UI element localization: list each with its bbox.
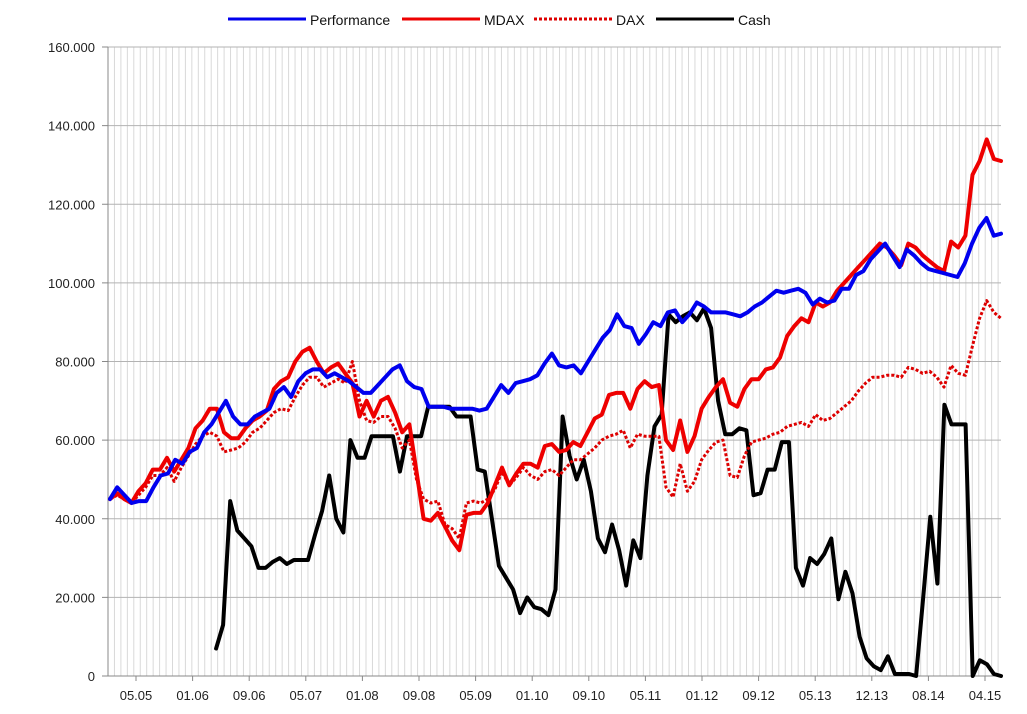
y-tick-label: 0 bbox=[88, 669, 95, 684]
y-axis-tick-labels: 0 20.000 40.000 60.000 80.000 100.000 120.000 1… bbox=[48, 40, 108, 684]
series-line-performance bbox=[108, 216, 1003, 505]
series-line-cash bbox=[214, 306, 1003, 678]
x-tick-label: 01.08 bbox=[346, 688, 379, 703]
x-tick-label: 05.09 bbox=[459, 688, 492, 703]
x-axis-tick-labels: 05.05 01.06 09.06 05.07 01.08 09.08 05.09 01.10… bbox=[120, 676, 1002, 703]
legend: Performance MDAX DAX Cash bbox=[228, 12, 771, 28]
x-tick-label: 12.13 bbox=[856, 688, 889, 703]
x-tick-label: 09.08 bbox=[403, 688, 436, 703]
series-line-dax bbox=[109, 299, 1002, 540]
x-tick-label: 01.10 bbox=[516, 688, 549, 703]
x-tick-label: 08.14 bbox=[912, 688, 945, 703]
y-tick-label: 80.000 bbox=[55, 355, 95, 370]
series-line-mdax bbox=[108, 137, 1003, 553]
x-tick-label: 05.07 bbox=[290, 688, 323, 703]
legend-item-cash: Cash bbox=[656, 12, 771, 28]
legend-item-mdax: MDAX bbox=[402, 12, 525, 28]
x-tick-label: 04.15 bbox=[969, 688, 1002, 703]
y-tick-label: 60.000 bbox=[55, 433, 95, 448]
legend-item-dax: DAX bbox=[534, 12, 645, 28]
legend-label: MDAX bbox=[484, 12, 525, 28]
y-tick-label: 160.000 bbox=[48, 40, 95, 55]
x-tick-label: 01.12 bbox=[686, 688, 719, 703]
legend-item-performance: Performance bbox=[228, 12, 390, 28]
y-tick-label: 100.000 bbox=[48, 276, 95, 291]
series-layer bbox=[108, 137, 1003, 678]
y-tick-label: 40.000 bbox=[55, 512, 95, 527]
x-tick-label: 01.06 bbox=[176, 688, 209, 703]
x-tick-label: 05.05 bbox=[120, 688, 153, 703]
legend-label: Cash bbox=[738, 12, 771, 28]
x-tick-label: 05.13 bbox=[799, 688, 832, 703]
legend-label: DAX bbox=[616, 12, 645, 28]
legend-label: Performance bbox=[310, 12, 390, 28]
x-tick-label: 09.10 bbox=[573, 688, 606, 703]
x-tick-label: 09.12 bbox=[742, 688, 775, 703]
y-tick-label: 120.000 bbox=[48, 197, 95, 212]
x-tick-label: 05.11 bbox=[630, 688, 662, 703]
x-tick-label: 09.06 bbox=[233, 688, 266, 703]
y-tick-label: 20.000 bbox=[55, 590, 95, 605]
y-tick-label: 140.000 bbox=[48, 119, 95, 134]
